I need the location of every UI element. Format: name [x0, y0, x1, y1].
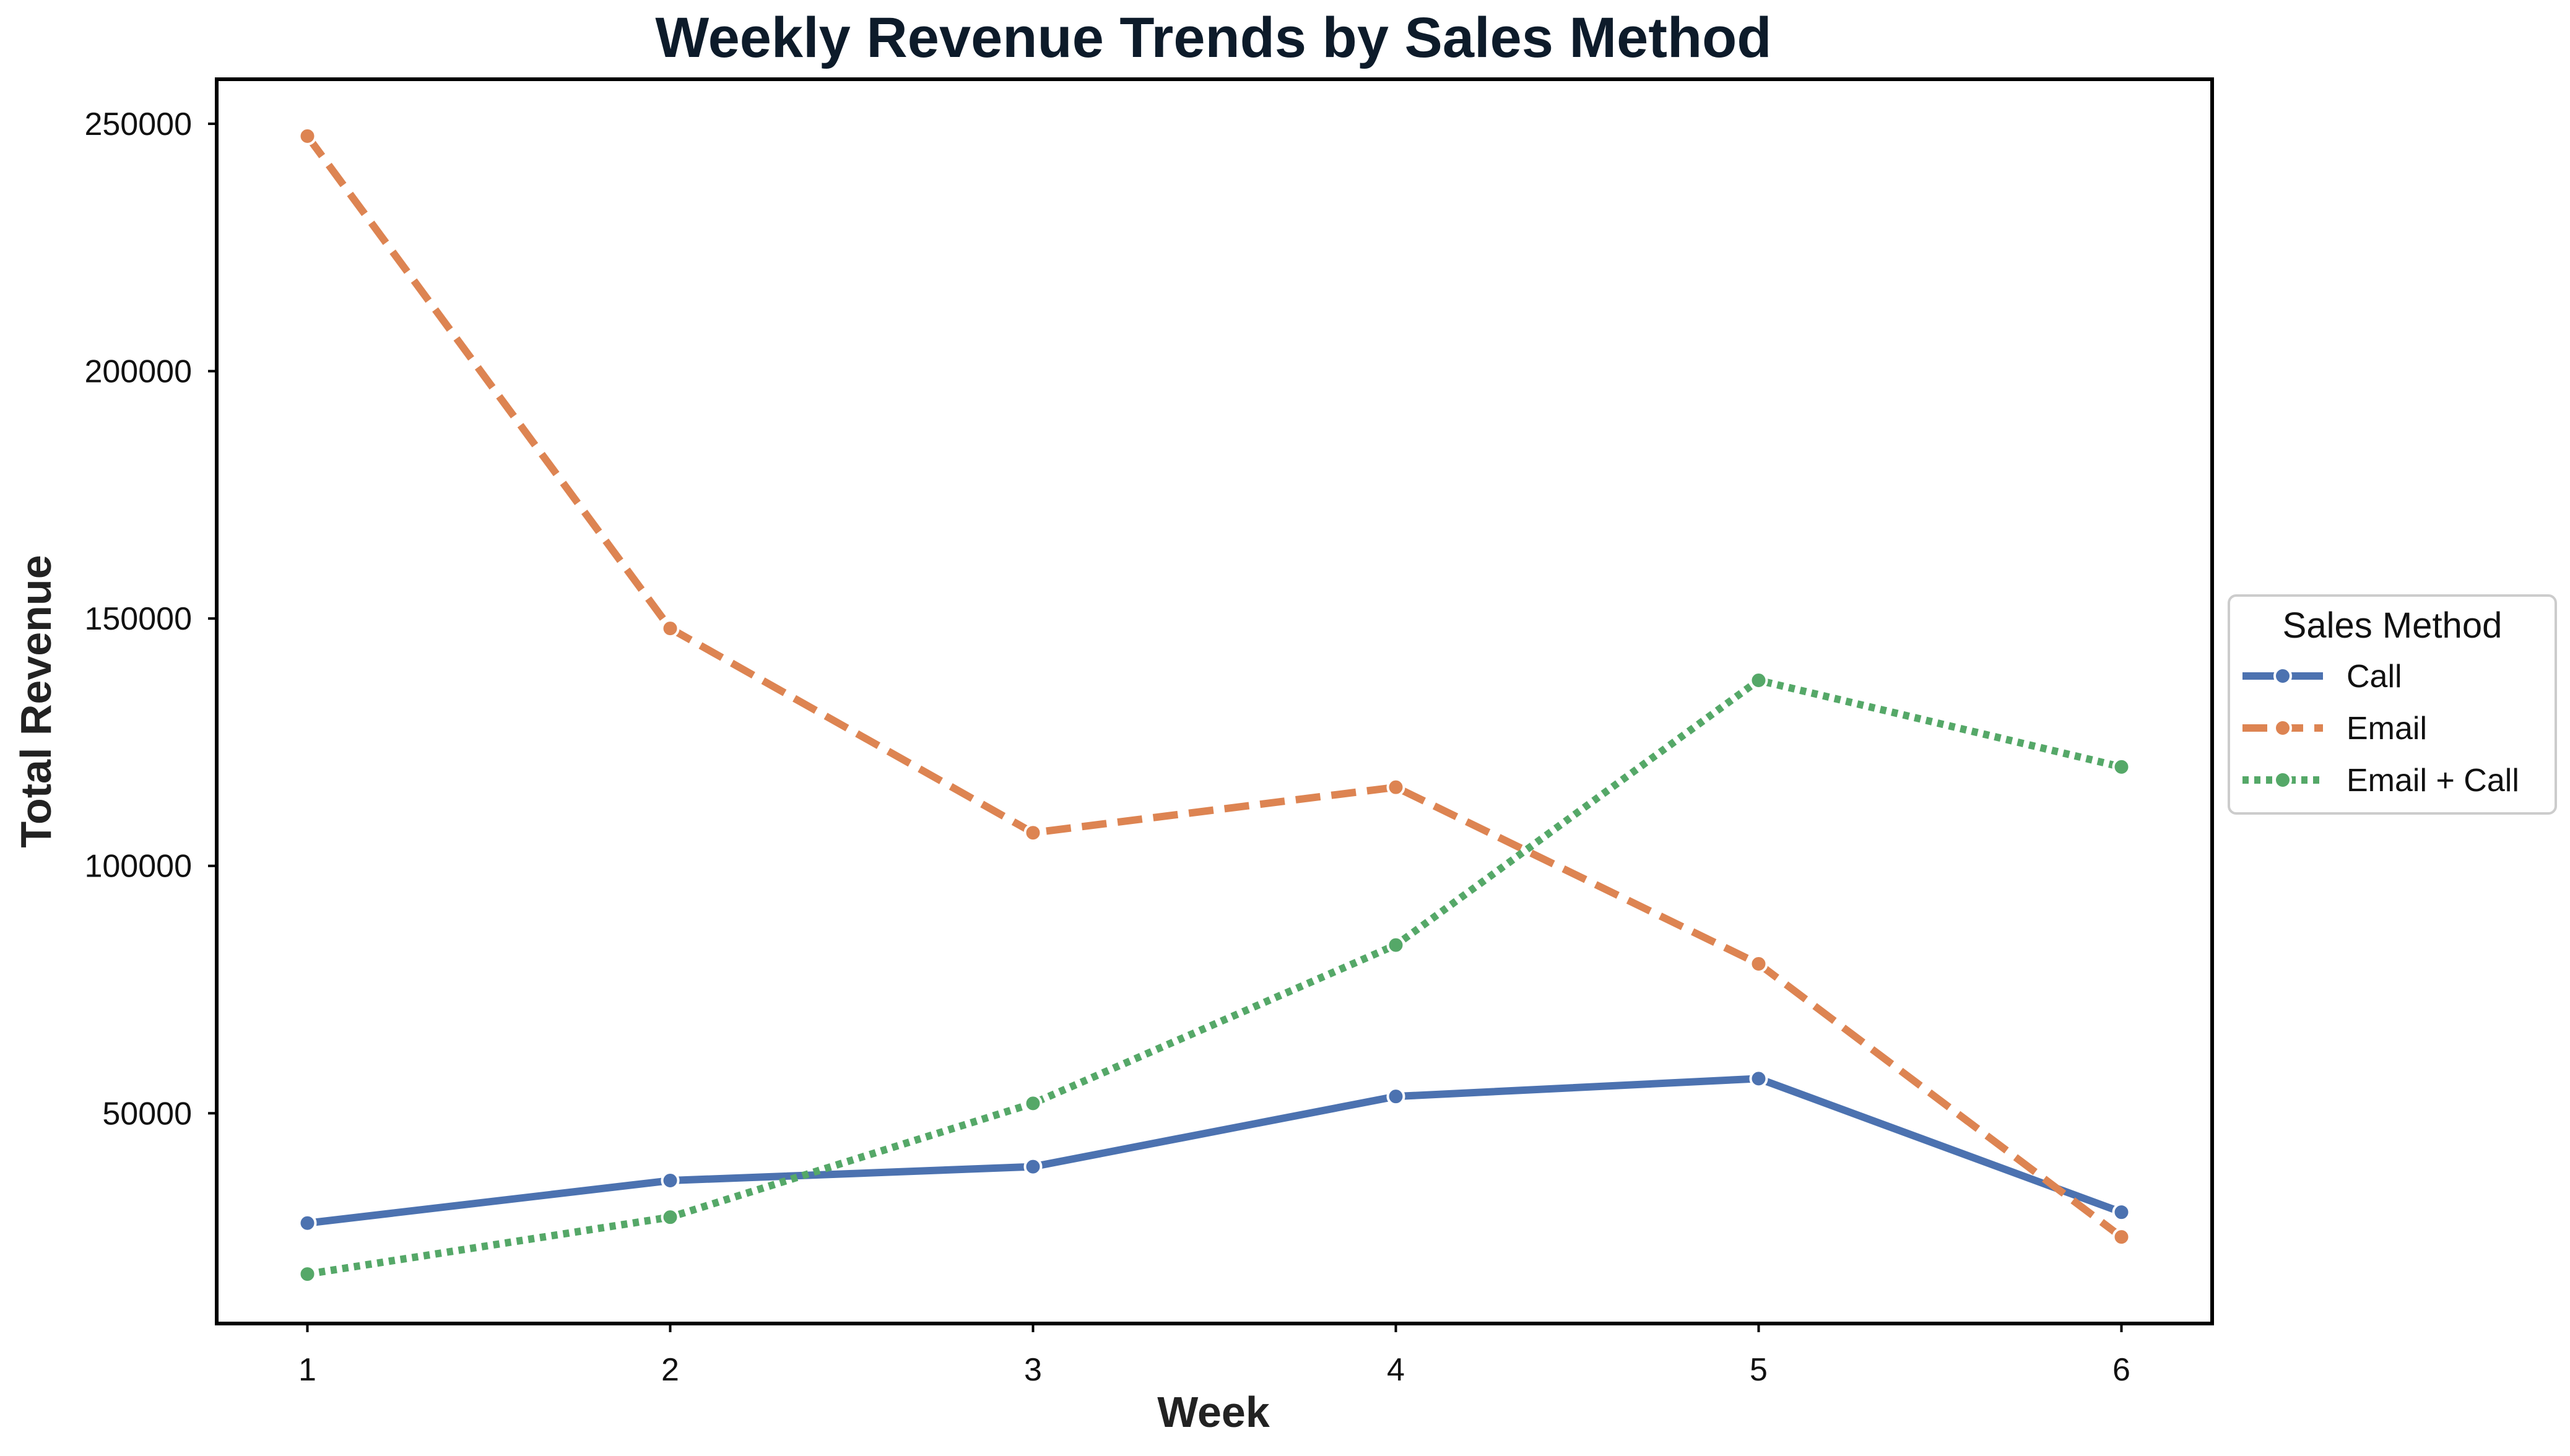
- series-line-email: [304, 134, 2124, 1240]
- legend: Sales Method Call Email Email + Call: [2228, 594, 2557, 815]
- data-point-email-call: [1023, 1094, 1043, 1113]
- x-tick-label: 6: [2112, 1352, 2130, 1388]
- data-point-call: [2112, 1203, 2131, 1222]
- data-point-email: [661, 619, 680, 638]
- data-point-call: [661, 1171, 680, 1190]
- legend-marker: [2273, 719, 2292, 737]
- data-point-call: [1386, 1087, 1405, 1106]
- legend-marker: [2273, 667, 2292, 685]
- y-axis-ticks: 50000 100000 150000 200000 250000: [84, 106, 217, 1132]
- data-point-call: [1749, 1069, 1768, 1088]
- series-line-call: [306, 1075, 2123, 1227]
- chart-title: Weekly Revenue Trends by Sales Method: [655, 6, 1771, 69]
- y-tick-label: 100000: [84, 849, 192, 885]
- data-point-email: [1023, 823, 1043, 843]
- y-tick-label: 250000: [84, 106, 192, 142]
- x-tick-label: 4: [1387, 1352, 1405, 1388]
- x-tick-label: 2: [661, 1352, 679, 1388]
- series-line-email-call: [306, 677, 2122, 1278]
- series-email-call: [298, 671, 2131, 1284]
- data-point-call: [1023, 1157, 1043, 1176]
- data-point-email-call: [1749, 671, 1768, 690]
- legend-item-call: Call: [2242, 659, 2402, 695]
- data-point-email-call: [661, 1208, 680, 1227]
- data-point-email: [298, 126, 317, 145]
- data-point-email: [2112, 1228, 2131, 1247]
- plot-frame: [215, 77, 2214, 1325]
- legend-title: Sales Method: [2283, 605, 2503, 646]
- y-tick-label: 150000: [84, 601, 192, 637]
- legend-box: [2228, 594, 2557, 815]
- series-layer: [298, 126, 2131, 1284]
- y-axis-label: Total Revenue: [12, 555, 60, 847]
- y-tick-label: 50000: [102, 1096, 192, 1132]
- series-call: [298, 1069, 2131, 1233]
- data-point-call: [298, 1213, 317, 1233]
- legend-marker: [2273, 771, 2292, 789]
- legend-item-email: Email: [2242, 711, 2427, 747]
- data-point-email: [1386, 778, 1405, 797]
- legend-items: Call Email Email + Call: [2242, 659, 2519, 799]
- legend-label: Email: [2346, 711, 2427, 747]
- data-point-email-call: [2112, 757, 2131, 776]
- x-tick-label: 1: [298, 1352, 316, 1388]
- x-tick-label: 5: [1750, 1352, 1768, 1388]
- x-tick-label: 3: [1024, 1352, 1042, 1388]
- legend-item-email-call: Email + Call: [2242, 763, 2519, 799]
- plot-area: [215, 77, 2214, 1325]
- data-point-email: [1749, 954, 1768, 973]
- x-axis-ticks: 1 2 3 4 5 6: [298, 1324, 2130, 1388]
- legend-label: Email + Call: [2346, 763, 2519, 799]
- x-axis-label: Week: [1157, 1388, 1270, 1436]
- data-point-email-call: [1386, 935, 1405, 955]
- y-tick-label: 200000: [84, 354, 192, 390]
- legend-label: Call: [2346, 659, 2402, 695]
- data-point-email-call: [298, 1265, 317, 1284]
- series-email: [298, 126, 2131, 1247]
